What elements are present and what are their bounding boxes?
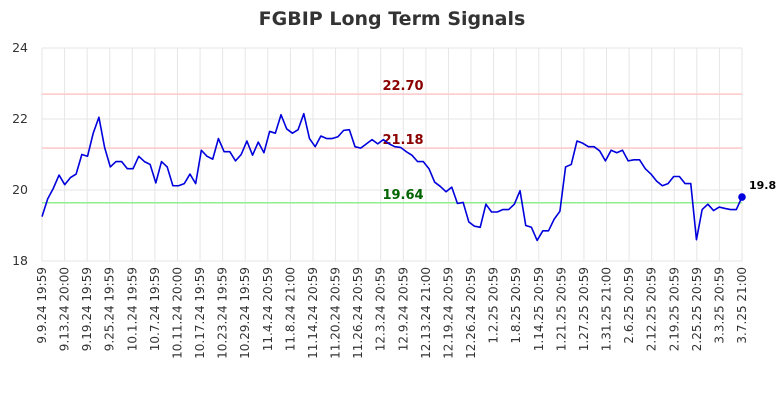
series-line (41, 112, 743, 242)
last-point-marker (738, 193, 746, 201)
y-tick-label: 22 (12, 111, 28, 126)
x-tick-label: 11.4.24 20:59 (261, 267, 275, 351)
x-tick-label: 10.1.24 19:59 (125, 267, 139, 351)
x-tick-label: 2.19.25 20:59 (667, 267, 681, 351)
x-tick-label: 1.14.25 20:59 (532, 267, 546, 351)
y-tick-label: 18 (12, 253, 28, 268)
x-tick-label: 9.13.24 20:00 (58, 267, 72, 351)
last-value-label: 19.8 (749, 179, 776, 192)
x-tick-label: 1.31.25 21:00 (600, 267, 614, 351)
x-axis-ticks: 9.9.24 19:59 9.13.24 20:00 9.19.24 19:59 9.… (35, 267, 749, 359)
x-tick-label: 1.21.25 20:59 (554, 267, 568, 351)
reference-line-label: 19.64 (382, 188, 423, 203)
x-tick-label: 10.23.24 19:59 (216, 267, 230, 359)
x-tick-label: 11.20.24 20:59 (329, 267, 343, 359)
x-tick-label: 10.29.24 19:59 (238, 267, 252, 359)
grid (41, 47, 743, 262)
x-tick-label: 11.26.24 20:59 (351, 267, 365, 359)
x-tick-label: 1.2.25 20:59 (487, 267, 501, 344)
y-axis-ticks: 18 20 22 24 (12, 40, 28, 268)
x-tick-label: 2.25.25 20:59 (690, 267, 704, 351)
y-tick-label: 20 (12, 182, 28, 197)
x-tick-label: 10.11.24 20:00 (170, 267, 184, 359)
x-tick-label: 2.12.25 20:59 (645, 267, 659, 351)
x-tick-label: 2.6.25 20:59 (622, 267, 636, 344)
x-tick-label: 12.9.24 20:59 (396, 267, 410, 351)
x-tick-label: 12.19.24 20:59 (441, 267, 455, 359)
x-tick-label: 10.7.24 19:59 (148, 267, 162, 351)
x-tick-label: 3.7.25 21:00 (735, 267, 749, 344)
chart-title: FGBIP Long Term Signals (259, 8, 526, 30)
x-tick-label: 9.19.24 19:59 (80, 267, 94, 351)
x-tick-label: 12.3.24 20:59 (374, 267, 388, 351)
x-tick-label: 12.26.24 20:59 (464, 267, 478, 359)
x-tick-label: 11.14.24 20:59 (306, 267, 320, 359)
series-layer: 19.8 (41, 112, 776, 242)
x-tick-label: 1.27.25 20:59 (577, 267, 591, 351)
x-tick-label: 10.17.24 19:59 (193, 267, 207, 359)
x-tick-label: 3.3.25 20:59 (712, 267, 726, 344)
x-tick-label: 11.8.24 21:00 (283, 267, 297, 351)
reference-lines: 22.70 21.18 19.64 (42, 79, 742, 204)
y-tick-label: 24 (12, 40, 28, 55)
x-tick-label: 9.9.24 19:59 (35, 267, 49, 344)
x-tick-label: 1.8.25 20:59 (509, 267, 523, 344)
reference-line-label: 21.18 (382, 133, 423, 148)
x-tick-label: 12.13.24 21:00 (419, 267, 433, 359)
reference-line-label: 22.70 (382, 79, 423, 94)
x-tick-label: 9.25.24 19:59 (103, 267, 117, 351)
